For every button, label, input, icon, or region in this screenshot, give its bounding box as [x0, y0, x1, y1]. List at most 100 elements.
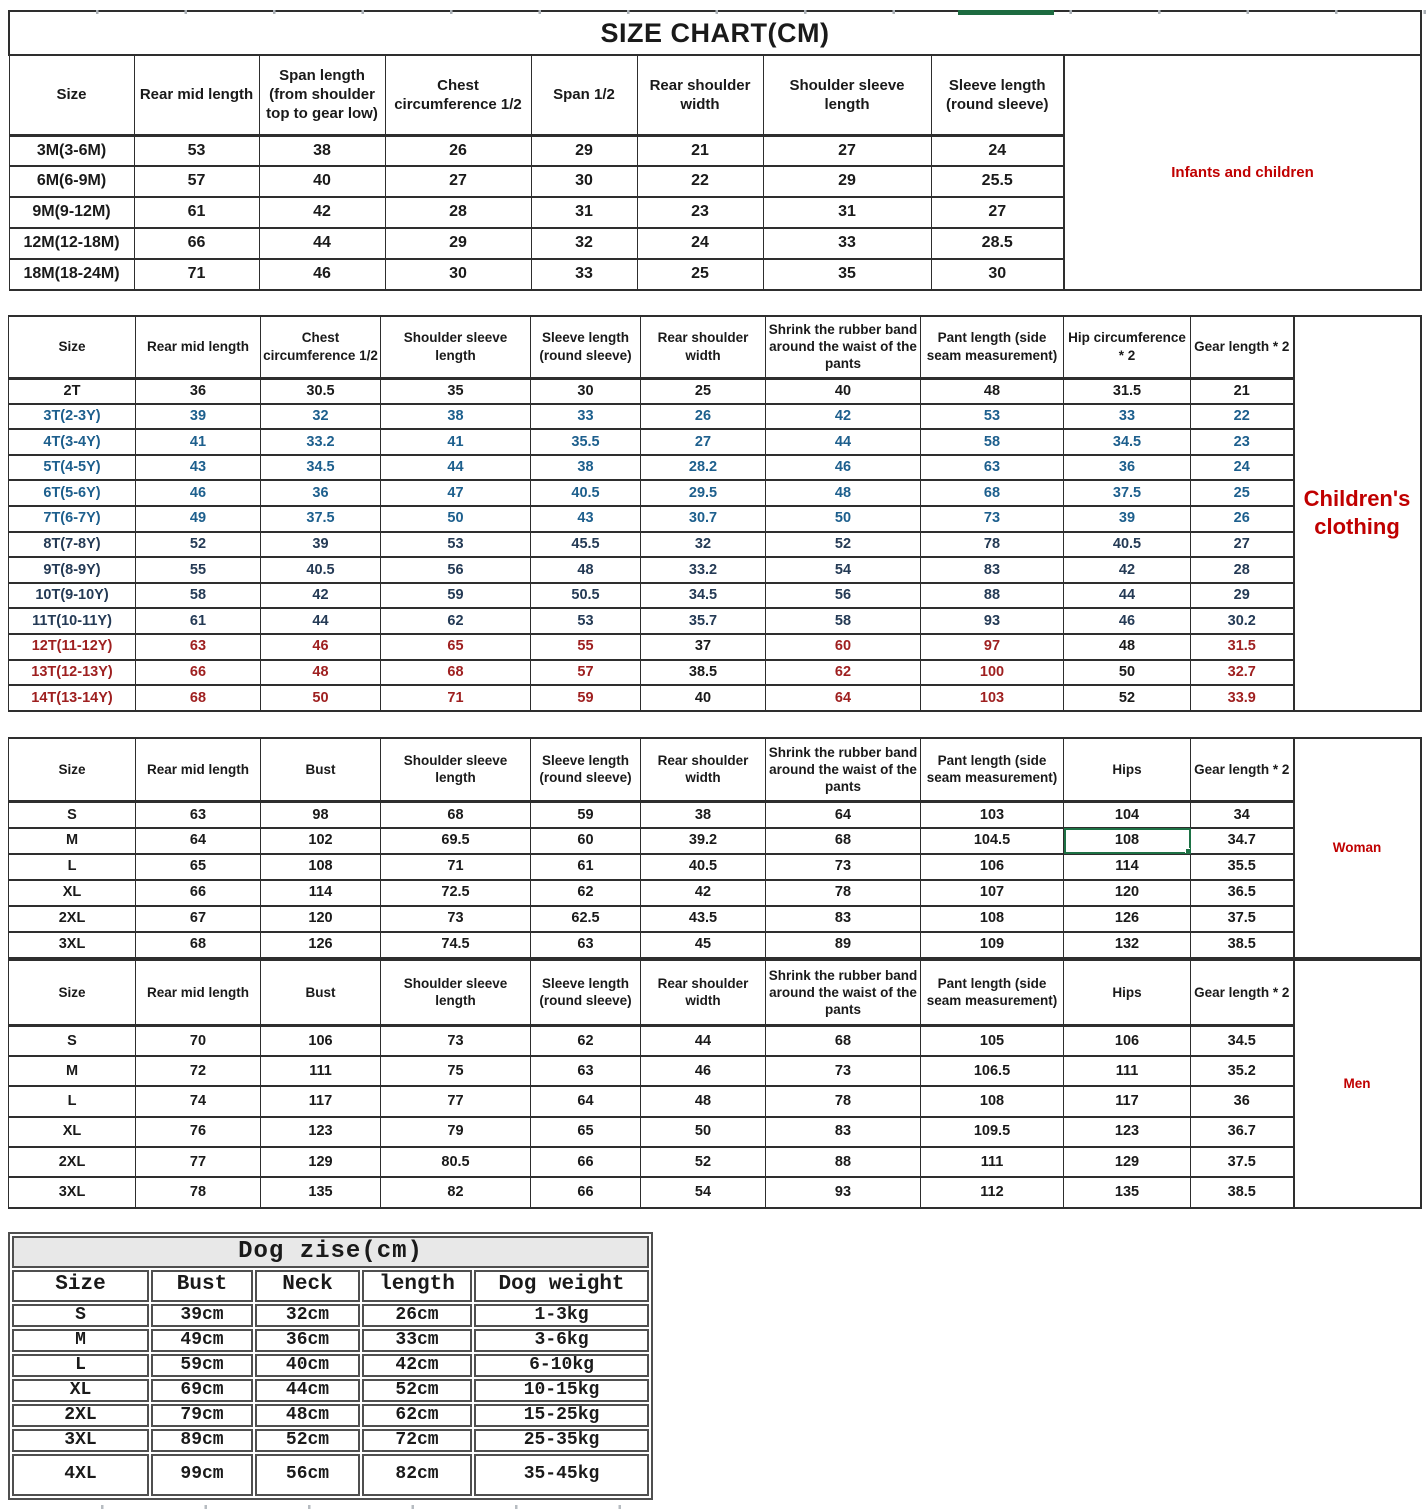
table-row: 8T(7-8Y) 52 39 53 45.5 32 52 78 40.5 27 [8, 530, 1421, 559]
value-cell: 48 [640, 1085, 766, 1118]
size-cell: 4XL [12, 1453, 149, 1496]
value-cell: 61 [133, 196, 260, 229]
table-row: XL 69cm 44cm 52cm 10-15kg [12, 1378, 650, 1402]
value-cell: 44 [765, 428, 921, 456]
value-cell: 21 [1190, 377, 1294, 405]
table-row: 3M(3-6M) 53 38 26 29 21 27 24 [8, 134, 1421, 167]
value-cell: 47 [380, 479, 531, 507]
value-cell: 64 [135, 826, 261, 855]
value-cell: 45.5 [530, 530, 641, 559]
table-row: S 63 98 68 59 38 64 103 104 34 [8, 800, 1421, 829]
value-cell: 40.5 [640, 852, 766, 881]
size-cell: M [8, 1055, 136, 1088]
table-row: 11T(10-11Y) 61 44 62 53 35.7 58 93 46 30.2 [8, 607, 1421, 635]
value-cell: 46 [135, 479, 261, 507]
column-header: Rear mid length [133, 54, 260, 137]
size-cell: 9M(9-12M) [8, 196, 135, 229]
value-cell: 39 [135, 402, 261, 431]
value-cell: 30 [930, 258, 1065, 291]
value-cell: 123 [260, 1115, 381, 1148]
size-cell: L [8, 1085, 136, 1118]
size-cell: 14T(13-14Y) [8, 684, 136, 712]
value-cell: 63 [530, 930, 641, 959]
table-row: 13T(12-13Y) 66 48 68 57 38.5 62 100 50 32.7 [8, 658, 1421, 687]
value-cell: 28 [1190, 556, 1294, 584]
value-cell: 39cm [151, 1303, 253, 1327]
size-cell: S [12, 1303, 149, 1327]
value-cell: 52cm [362, 1378, 472, 1402]
value-cell: 64 [765, 800, 921, 829]
value-cell: 42cm [362, 1353, 472, 1377]
value-cell: 38 [640, 800, 766, 829]
value-cell: 63 [135, 800, 261, 829]
value-cell: 114 [1063, 852, 1191, 881]
column-header: Hips [1063, 958, 1191, 1028]
column-header: Shoulder sleeve length [380, 315, 531, 380]
value-cell: 49 [135, 504, 261, 533]
column-header: Hip circumference * 2 [1063, 315, 1191, 380]
value-cell: 35.5 [530, 428, 641, 456]
value-cell: 27 [640, 428, 766, 456]
column-header: Size [8, 736, 136, 804]
value-cell: 37 [640, 632, 766, 661]
value-cell: 63 [530, 1055, 641, 1088]
table-row: S 39cm 32cm 26cm 1-3kg [12, 1303, 650, 1327]
table-row: 12M(12-18M) 66 44 29 32 24 33 28.5 [8, 227, 1421, 260]
table-row: XL 66 114 72.5 62 42 78 107 120 36.5 [8, 878, 1421, 907]
value-cell: 73 [380, 904, 531, 933]
size-cell: 9T(8-9Y) [8, 556, 136, 584]
value-cell: 27 [384, 165, 532, 198]
value-cell: 60 [765, 632, 921, 661]
value-cell: 21 [636, 134, 764, 167]
value-cell: 68 [765, 1024, 921, 1058]
value-cell: 35.2 [1190, 1055, 1294, 1088]
table-row: 12T(11-12Y) 63 46 65 55 37 60 97 48 31.5 [8, 632, 1421, 661]
column-header: Chest circumference 1/2 [384, 54, 532, 137]
value-cell: 27 [1190, 530, 1294, 559]
table-row: 18M(18-24M) 71 46 30 33 25 35 30 [8, 258, 1421, 291]
value-cell: 106 [1063, 1024, 1191, 1058]
table-row: 4XL 99cm 56cm 82cm 35-45kg [12, 1453, 650, 1496]
value-cell: 77 [380, 1085, 531, 1118]
infants-table-title: SIZE CHART(CM) [8, 10, 1422, 56]
value-cell: 27 [930, 196, 1065, 229]
table-row: 2XL 77 129 80.5 66 52 88 111 129 37.5 [8, 1145, 1421, 1179]
value-cell: 56cm [255, 1453, 360, 1496]
value-cell: 61 [135, 607, 261, 635]
value-cell: 132 [1063, 930, 1191, 959]
value-cell: 39 [260, 530, 381, 559]
column-header: Sleeve length (round sleeve) [530, 736, 641, 804]
value-cell: 36 [1063, 453, 1191, 482]
value-cell: 107 [920, 878, 1064, 907]
value-cell: 103 [920, 684, 1064, 712]
value-cell: 78 [765, 878, 921, 907]
value-cell: 59 [380, 581, 531, 610]
value-cell: 117 [1063, 1085, 1191, 1118]
value-cell: 1-3kg [474, 1303, 650, 1327]
value-cell: 79cm [151, 1403, 253, 1427]
size-cell: XL [8, 1115, 136, 1148]
value-cell: 25 [1190, 479, 1294, 507]
table-row: 3XL 89cm 52cm 72cm 25-35kg [12, 1428, 650, 1452]
size-cell: 3XL [8, 930, 136, 959]
value-cell: 33.9 [1190, 684, 1294, 712]
value-cell: 25 [636, 258, 764, 291]
value-cell: 52cm [255, 1428, 360, 1452]
value-cell: 30 [530, 165, 638, 198]
value-cell: 50 [765, 504, 921, 533]
size-cell: XL [8, 878, 136, 907]
size-cell: 4T(3-4Y) [8, 428, 136, 456]
column-header: Size [12, 1269, 149, 1302]
value-cell: 42 [765, 402, 921, 431]
column-header: Span 1/2 [530, 54, 638, 137]
value-cell: 26 [640, 402, 766, 431]
table-row: 5T(4-5Y) 43 34.5 44 38 28.2 46 63 36 24 [8, 453, 1421, 482]
value-cell: 63 [135, 632, 261, 661]
children-size-table: Size Rear mid length Chest circumference 1… [8, 315, 1422, 712]
value-cell: 61 [530, 852, 641, 881]
column-header: Rear shoulder width [636, 54, 764, 137]
value-cell: 35.7 [640, 607, 766, 635]
value-cell: 102 [260, 826, 381, 855]
value-cell: 38.5 [1190, 1176, 1294, 1209]
value-cell: 82cm [362, 1453, 472, 1496]
